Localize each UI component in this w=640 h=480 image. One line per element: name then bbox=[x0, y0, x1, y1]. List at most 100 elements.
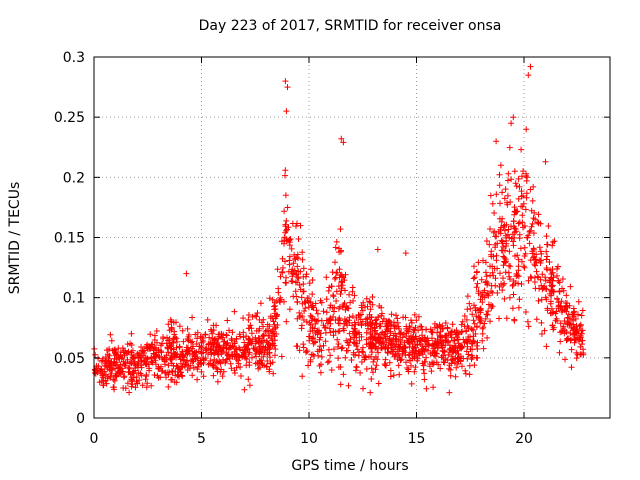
data-point bbox=[494, 240, 501, 247]
data-point bbox=[151, 355, 158, 362]
data-point bbox=[570, 331, 577, 338]
data-point bbox=[487, 226, 493, 232]
data-point bbox=[523, 190, 530, 197]
data-point bbox=[284, 204, 291, 211]
data-point bbox=[535, 211, 542, 218]
data-point bbox=[544, 305, 551, 312]
data-point bbox=[486, 241, 493, 248]
data-point bbox=[517, 245, 524, 252]
data-point bbox=[168, 376, 174, 383]
data-point bbox=[112, 348, 119, 355]
data-point bbox=[573, 328, 580, 335]
data-point bbox=[182, 361, 188, 368]
data-point bbox=[223, 345, 230, 352]
data-point bbox=[538, 319, 545, 326]
data-point bbox=[359, 344, 366, 351]
data-point bbox=[527, 273, 534, 280]
data-point bbox=[190, 351, 197, 357]
data-point bbox=[409, 349, 416, 356]
data-point bbox=[573, 349, 580, 356]
data-point bbox=[448, 360, 455, 367]
data-point bbox=[220, 368, 227, 375]
data-point bbox=[550, 239, 556, 245]
data-point bbox=[496, 171, 503, 178]
data-point bbox=[429, 341, 436, 348]
data-point bbox=[307, 358, 314, 365]
data-point bbox=[170, 339, 177, 346]
data-point bbox=[272, 352, 278, 359]
data-point bbox=[274, 322, 281, 328]
data-point bbox=[429, 335, 435, 342]
data-point bbox=[337, 291, 344, 297]
data-point bbox=[207, 339, 214, 346]
data-point bbox=[338, 279, 345, 286]
data-point bbox=[167, 316, 174, 323]
data-point bbox=[523, 126, 530, 133]
data-point bbox=[462, 370, 469, 377]
data-point bbox=[194, 335, 201, 342]
data-point bbox=[527, 186, 534, 193]
data-point bbox=[306, 319, 313, 326]
data-point bbox=[448, 329, 454, 336]
data-point bbox=[128, 330, 135, 337]
data-point bbox=[255, 327, 262, 334]
data-point bbox=[546, 259, 553, 265]
data-point bbox=[166, 327, 173, 334]
data-point bbox=[396, 371, 403, 378]
data-point bbox=[124, 350, 131, 357]
data-point bbox=[249, 354, 255, 361]
data-point bbox=[333, 269, 340, 276]
data-point bbox=[299, 249, 306, 256]
data-point bbox=[442, 320, 449, 326]
y-tick-label: 0.2 bbox=[63, 170, 85, 186]
data-point bbox=[479, 293, 486, 300]
data-point bbox=[305, 362, 312, 369]
data-point bbox=[496, 182, 503, 189]
data-point bbox=[242, 353, 249, 360]
data-point bbox=[474, 280, 481, 287]
data-point bbox=[285, 268, 292, 275]
data-point bbox=[116, 369, 123, 376]
data-point bbox=[151, 332, 158, 339]
data-point bbox=[497, 200, 503, 207]
data-point bbox=[554, 272, 560, 279]
data-point bbox=[479, 299, 486, 306]
data-point bbox=[509, 282, 516, 289]
data-point bbox=[520, 168, 527, 175]
data-point bbox=[499, 189, 506, 196]
data-point bbox=[300, 281, 307, 287]
data-point bbox=[146, 367, 153, 374]
data-point bbox=[232, 345, 239, 352]
data-point bbox=[439, 347, 446, 354]
data-point bbox=[427, 363, 433, 370]
data-point bbox=[296, 309, 303, 316]
data-point bbox=[257, 364, 263, 371]
data-point bbox=[510, 218, 517, 225]
data-point bbox=[522, 250, 529, 257]
data-point bbox=[330, 293, 337, 300]
data-point bbox=[408, 319, 415, 326]
data-point bbox=[359, 307, 366, 314]
data-point bbox=[421, 376, 428, 383]
data-point bbox=[473, 342, 480, 349]
data-point bbox=[560, 323, 567, 330]
y-axis-ticks: 0 0.05 0.1 0.15 0.2 0.25 0.3 bbox=[54, 50, 610, 427]
data-point bbox=[542, 274, 549, 281]
data-point bbox=[253, 353, 260, 360]
data-point bbox=[466, 300, 473, 307]
data-point bbox=[333, 288, 340, 295]
data-point bbox=[369, 294, 376, 300]
data-point bbox=[246, 349, 253, 356]
y-tick-label: 0.1 bbox=[63, 291, 85, 307]
data-point bbox=[291, 251, 298, 258]
data-point bbox=[198, 342, 205, 349]
data-point bbox=[330, 328, 337, 335]
data-point bbox=[260, 353, 267, 360]
data-point bbox=[332, 244, 339, 251]
data-point bbox=[471, 302, 477, 309]
data-point bbox=[549, 269, 556, 276]
data-point bbox=[349, 313, 356, 320]
data-point bbox=[126, 389, 133, 396]
data-point bbox=[423, 385, 430, 392]
data-point bbox=[461, 313, 468, 319]
